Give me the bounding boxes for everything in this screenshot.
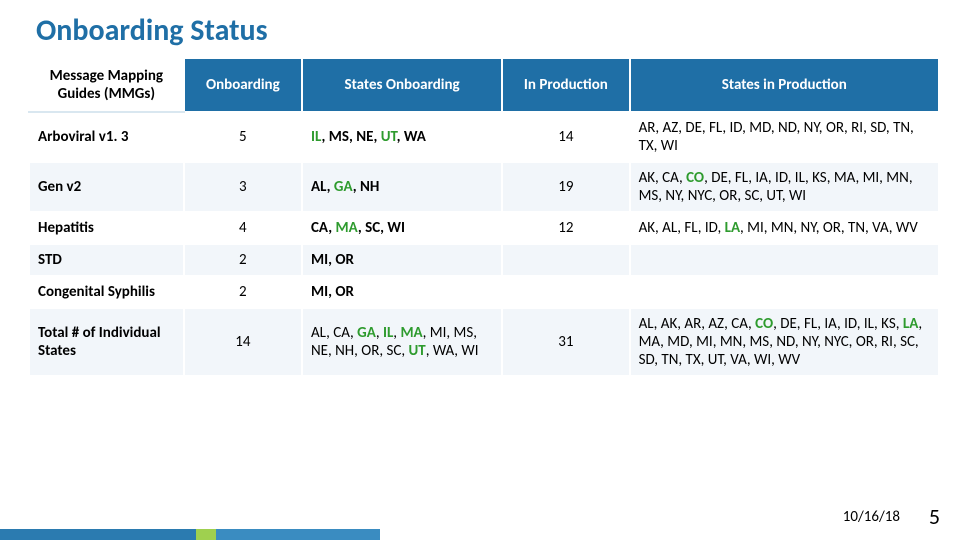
footer-accent [196, 529, 216, 540]
cell-states-onboarding: AL, GA, NH [302, 162, 502, 212]
cell-states-onboarding: MI, OR [302, 244, 502, 276]
cell-mmg: Arboviral v1. 3 [29, 112, 184, 162]
table-row: Hepatitis 4 CA, MA, SC, WI 12 AK, AL, FL… [29, 212, 939, 244]
cell-states-production: AK, CA, CO, DE, FL, IA, ID, IL, KS, MA, … [630, 162, 939, 212]
table-row: Arboviral v1. 3 5 IL, MS, NE, UT, WA 14 … [29, 112, 939, 162]
table-row: STD 2 MI, OR [29, 244, 939, 276]
page-number: 5 [929, 503, 940, 530]
cell-mmg: STD [29, 244, 184, 276]
cell-mmg: Gen v2 [29, 162, 184, 212]
cell-onboarding: 3 [184, 162, 302, 212]
cell-states-production: AK, AL, FL, ID, LA, MI, MN, NY, OR, TN, … [630, 212, 939, 244]
cell-onboarding: 2 [184, 244, 302, 276]
col-mmg: Message Mapping Guides (MMGs) [29, 58, 184, 112]
onboarding-table-wrap: Message Mapping Guides (MMGs) Onboarding… [0, 57, 960, 377]
footer-bar-dark [0, 529, 196, 540]
cell-states-production [630, 244, 939, 276]
cell-in-production: 19 [502, 162, 629, 212]
col-onboarding: Onboarding [184, 58, 302, 112]
cell-states-onboarding: CA, MA, SC, WI [302, 212, 502, 244]
cell-states-production: AR, AZ, DE, FL, ID, MD, ND, NY, OR, RI, … [630, 112, 939, 162]
cell-onboarding: 5 [184, 112, 302, 162]
cell-in-production [502, 244, 629, 276]
col-states-in-production: States in Production [630, 58, 939, 112]
cell-onboarding: 14 [184, 308, 302, 376]
cell-in-production [502, 276, 629, 308]
cell-onboarding: 4 [184, 212, 302, 244]
date-label: 10/16/18 [843, 508, 900, 526]
table-row: Gen v2 3 AL, GA, NH 19 AK, CA, CO, DE, F… [29, 162, 939, 212]
cell-states-onboarding: IL, MS, NE, UT, WA [302, 112, 502, 162]
table-header-row: Message Mapping Guides (MMGs) Onboarding… [29, 58, 939, 112]
page-title: Onboarding Status [0, 0, 960, 57]
cell-states-onboarding: MI, OR [302, 276, 502, 308]
table-row-total: Total # of Individual States 14 AL, CA, … [29, 308, 939, 376]
cell-in-production: 12 [502, 212, 629, 244]
col-states-onboarding: States Onboarding [302, 58, 502, 112]
cell-states-onboarding: AL, CA, GA, IL, MA, MI, MS, NE, NH, OR, … [302, 308, 502, 376]
cell-onboarding: 2 [184, 276, 302, 308]
col-in-production: In Production [502, 58, 629, 112]
cell-in-production: 31 [502, 308, 629, 376]
cell-mmg: Congenital Syphilis [29, 276, 184, 308]
onboarding-table: Message Mapping Guides (MMGs) Onboarding… [28, 57, 940, 377]
cell-mmg: Total # of Individual States [29, 308, 184, 376]
cell-mmg: Hepatitis [29, 212, 184, 244]
cell-states-production: AL, AK, AR, AZ, CA, CO, DE, FL, IA, ID, … [630, 308, 939, 376]
cell-in-production: 14 [502, 112, 629, 162]
cell-states-production [630, 276, 939, 308]
table-row: Congenital Syphilis 2 MI, OR [29, 276, 939, 308]
